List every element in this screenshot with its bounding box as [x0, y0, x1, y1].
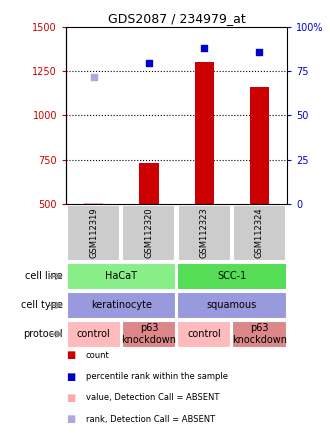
Bar — [67, 263, 176, 290]
Title: GDS2087 / 234979_at: GDS2087 / 234979_at — [108, 12, 246, 25]
Bar — [67, 321, 121, 348]
Text: SCC-1: SCC-1 — [217, 271, 247, 281]
Text: p63
knockdown: p63 knockdown — [232, 323, 287, 345]
Text: HaCaT: HaCaT — [105, 271, 137, 281]
Text: cell line: cell line — [25, 271, 63, 281]
Bar — [250, 87, 269, 204]
Text: control: control — [187, 329, 221, 339]
Text: cell type: cell type — [21, 300, 63, 310]
Text: p63
knockdown: p63 knockdown — [121, 323, 177, 345]
Point — [91, 74, 96, 81]
Text: rank, Detection Call = ABSENT: rank, Detection Call = ABSENT — [86, 415, 215, 424]
Point — [146, 59, 151, 67]
Text: keratinocyte: keratinocyte — [91, 300, 152, 310]
Bar — [67, 292, 176, 319]
Bar — [233, 206, 286, 261]
Text: GSM112323: GSM112323 — [200, 208, 209, 258]
Text: protocol: protocol — [24, 329, 63, 339]
Text: ■: ■ — [66, 350, 75, 360]
Text: squamous: squamous — [207, 300, 257, 310]
Bar — [122, 206, 176, 261]
Text: GSM112324: GSM112324 — [255, 208, 264, 258]
Text: GSM112319: GSM112319 — [89, 208, 98, 258]
Bar — [194, 62, 214, 204]
Text: count: count — [86, 351, 110, 360]
Bar — [232, 321, 286, 348]
Bar — [177, 321, 231, 348]
Text: value, Detection Call = ABSENT: value, Detection Call = ABSENT — [86, 393, 219, 402]
Bar — [178, 206, 231, 261]
Text: control: control — [77, 329, 111, 339]
Bar — [177, 292, 286, 319]
Bar — [84, 203, 103, 204]
Point — [202, 44, 207, 52]
Text: ■: ■ — [66, 393, 75, 403]
Bar — [139, 163, 159, 204]
Text: ■: ■ — [66, 414, 75, 424]
Bar — [67, 206, 120, 261]
Point — [257, 49, 262, 56]
Bar — [122, 321, 176, 348]
Text: ■: ■ — [66, 372, 75, 381]
Text: GSM112320: GSM112320 — [145, 208, 153, 258]
Text: percentile rank within the sample: percentile rank within the sample — [86, 372, 228, 381]
Bar — [177, 263, 286, 290]
